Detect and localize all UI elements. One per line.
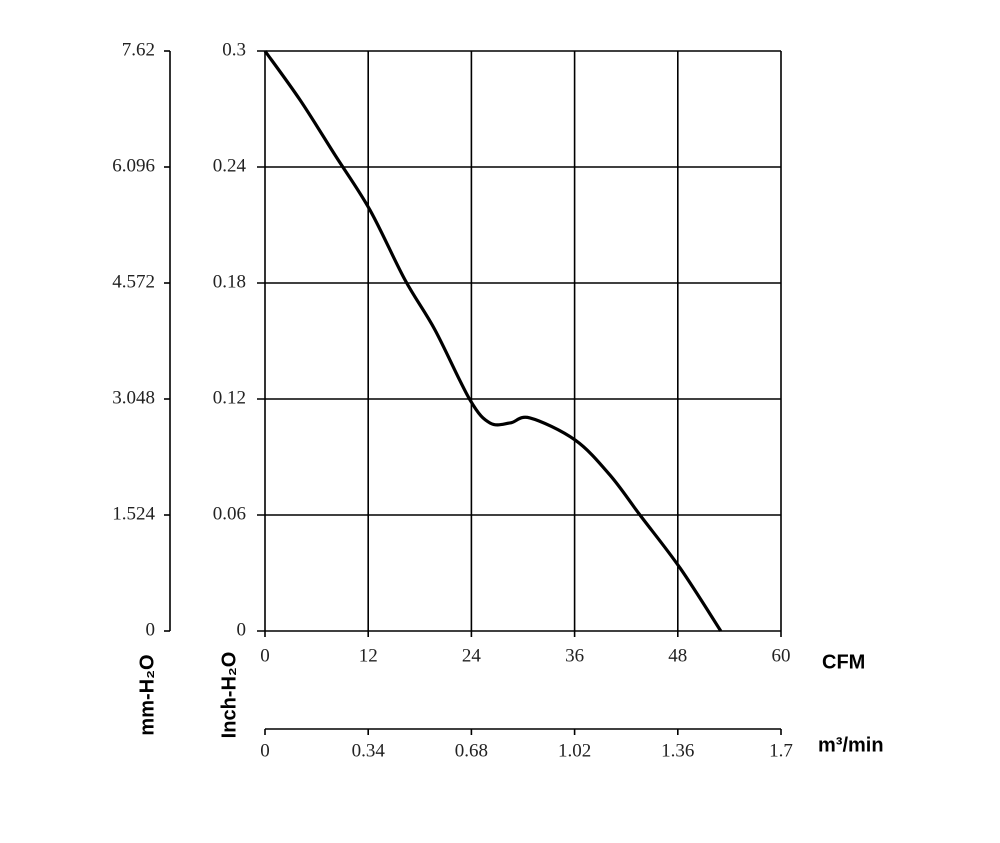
y-tick-label: 0.06 <box>213 503 246 524</box>
x2-axis-label: m³/min <box>818 734 884 756</box>
x2-tick-label: 1.36 <box>661 740 694 761</box>
y2-tick-label: 0 <box>146 619 156 640</box>
y2-axis-label: mm-H₂O <box>136 654 158 735</box>
x-tick-label: 48 <box>668 645 687 666</box>
y2-tick-label: 4.572 <box>112 271 155 292</box>
x2-tick-label: 1.02 <box>558 740 591 761</box>
x-tick-label: 12 <box>359 645 378 666</box>
y-tick-label: 0.24 <box>213 155 247 176</box>
y-tick-label: 0.3 <box>222 39 246 60</box>
x-tick-label: 36 <box>565 645 584 666</box>
curve <box>263 50 723 632</box>
x-tick-label: 60 <box>772 645 791 666</box>
y2-tick-label: 1.524 <box>112 503 155 524</box>
y-tick-label: 0.18 <box>213 271 246 292</box>
y-axis-label: Inch-H₂O <box>218 652 240 739</box>
x2-tick-label: 0.34 <box>352 740 386 761</box>
x-axis-label: CFM <box>822 651 865 673</box>
x-tick-label: 0 <box>260 645 270 666</box>
y2-tick-label: 3.048 <box>112 387 155 408</box>
x2-tick-label: 1.7 <box>769 740 793 761</box>
y2-tick-label: 7.62 <box>122 39 155 60</box>
x2-tick-label: 0.68 <box>455 740 488 761</box>
y-tick-label: 0 <box>237 619 247 640</box>
y-tick-label: 0.12 <box>213 387 246 408</box>
x2-tick-label: 0 <box>260 740 270 761</box>
x-tick-label: 24 <box>462 645 482 666</box>
y2-tick-label: 6.096 <box>112 155 155 176</box>
